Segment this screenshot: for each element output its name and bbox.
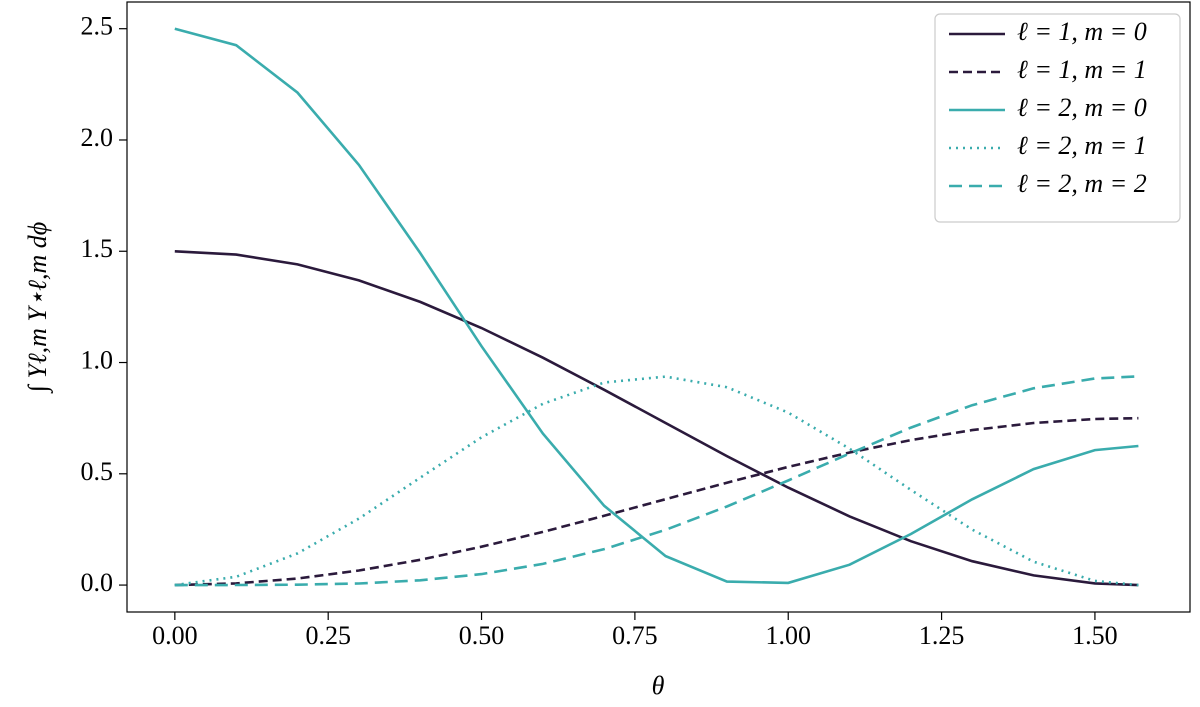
x-tick-label: 0.00: [152, 621, 198, 650]
x-tick-label: 0.75: [612, 621, 658, 650]
x-tick-label: 1.00: [765, 621, 811, 650]
x-tick-label: 0.50: [459, 621, 505, 650]
y-axis-label: ∫ Yℓ,m Y⋆ℓ,m dϕ: [23, 222, 53, 395]
x-tick-label: 0.25: [305, 621, 351, 650]
data-line: [174, 416, 1139, 587]
legend-label: ℓ = 1, m = 0: [1017, 17, 1147, 46]
plot-frame: [126, 1, 1191, 613]
y-tick-label: 0.0: [81, 568, 114, 597]
legend-label: ℓ = 2, m = 0: [1017, 93, 1147, 122]
legend-label: ℓ = 2, m = 1: [1017, 131, 1147, 160]
data-line: [174, 375, 1139, 587]
data-line: [174, 375, 1139, 587]
y-tick-label: 1.5: [81, 234, 114, 263]
x-tick-label: 1.25: [919, 621, 965, 650]
y-tick-label: 2.5: [81, 12, 114, 41]
y-tick-label: 0.5: [81, 457, 114, 486]
x-tick-label: 1.50: [1072, 621, 1118, 650]
y-tick-label: 1.0: [81, 345, 114, 374]
data-line: [174, 250, 1139, 587]
legend-box: [934, 13, 1181, 223]
x-axis-label: θ: [652, 671, 665, 700]
y-tick-label: 2.0: [81, 123, 114, 152]
legend-label: ℓ = 1, m = 1: [1017, 55, 1147, 84]
legend-label: ℓ = 2, m = 2: [1017, 169, 1147, 198]
data-line: [174, 27, 1139, 585]
